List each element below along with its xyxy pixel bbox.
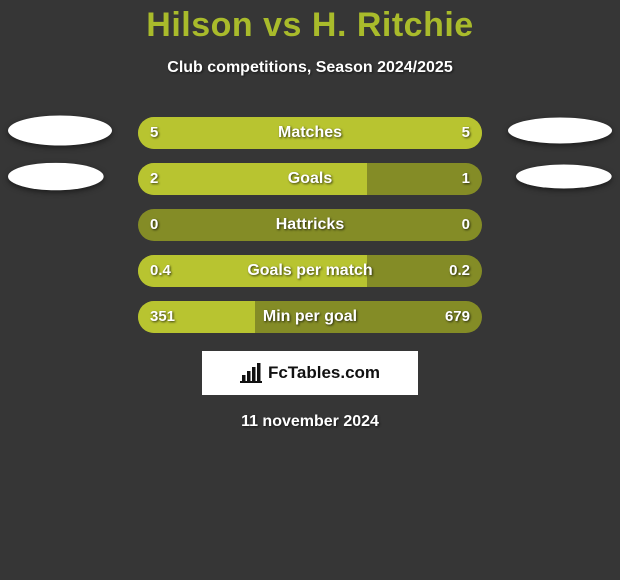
- stat-value-left: 5: [150, 117, 158, 149]
- stat-bar: [138, 117, 482, 149]
- stat-bar: [138, 209, 482, 241]
- stat-bar: [138, 163, 482, 195]
- stats-rows: 55Matches21Goals00Hattricks0.40.2Goals p…: [0, 117, 620, 333]
- stat-row: 351679Min per goal: [0, 301, 620, 333]
- stat-value-right: 0.2: [449, 255, 470, 287]
- brand-text: FcTables.com: [268, 363, 380, 383]
- stat-value-right: 5: [462, 117, 470, 149]
- bar-chart-icon: [240, 363, 262, 383]
- stat-row: 00Hattricks: [0, 209, 620, 241]
- player-left-avatar: [8, 163, 104, 196]
- stat-bar: [138, 301, 482, 333]
- stat-value-right: 679: [445, 301, 470, 333]
- brand-badge[interactable]: FcTables.com: [202, 351, 418, 395]
- stat-bar-left: [138, 255, 367, 287]
- date-label: 11 november 2024: [0, 413, 620, 431]
- stat-value-left: 351: [150, 301, 175, 333]
- player-right-avatar: [508, 118, 612, 149]
- stat-bar-left: [138, 163, 367, 195]
- stat-row: 21Goals: [0, 163, 620, 195]
- player-left-avatar: [8, 116, 112, 151]
- stat-value-right: 1: [462, 163, 470, 195]
- stat-bar: [138, 255, 482, 287]
- comparison-widget: Hilson vs H. Ritchie Club competitions, …: [0, 0, 620, 580]
- stat-bar-left: [138, 117, 310, 149]
- stat-row: 0.40.2Goals per match: [0, 255, 620, 287]
- stat-value-left: 0: [150, 209, 158, 241]
- page-title: Hilson vs H. Ritchie: [0, 0, 620, 45]
- season-subtitle: Club competitions, Season 2024/2025: [0, 59, 620, 77]
- stat-value-left: 2: [150, 163, 158, 195]
- stat-value-right: 0: [462, 209, 470, 241]
- stat-bar-right: [310, 117, 482, 149]
- stat-value-left: 0.4: [150, 255, 171, 287]
- stat-row: 55Matches: [0, 117, 620, 149]
- player-right-avatar: [516, 165, 612, 194]
